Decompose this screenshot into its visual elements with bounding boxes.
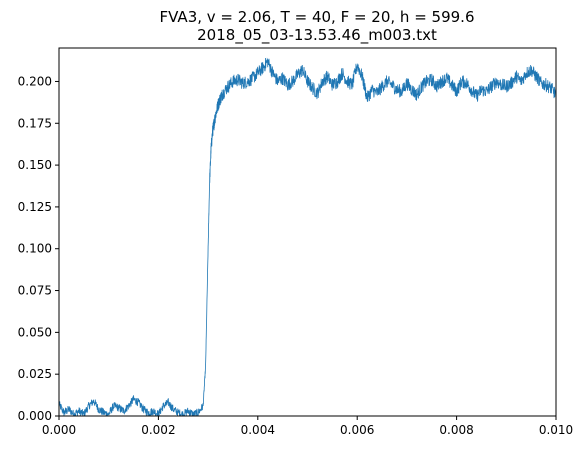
- axes-frame: [58, 47, 557, 417]
- series-line-0: [58, 57, 557, 417]
- y-tick-label-4: 0.100: [18, 242, 52, 256]
- y-tick-label-6: 0.150: [18, 158, 52, 172]
- x-tick-label-1: 0.002: [141, 423, 175, 437]
- y-tick-label-8: 0.200: [18, 74, 52, 88]
- y-tick-label-0: 0.000: [18, 409, 52, 423]
- x-tick-label-3: 0.006: [340, 423, 374, 437]
- y-tick-label-7: 0.175: [18, 116, 52, 130]
- y-tick-label-2: 0.050: [18, 325, 52, 339]
- x-axis: 0.000 0.002 0.004 0.006 0.008 0.010: [42, 416, 573, 437]
- chart-title: FVA3, v = 2.06, T = 40, F = 20, h = 599.…: [160, 8, 475, 26]
- x-tick-label-0: 0.000: [42, 423, 76, 437]
- y-tick-label-5: 0.125: [18, 200, 52, 214]
- y-tick-label-1: 0.025: [18, 367, 52, 381]
- chart-subtitle: 2018_05_03-13.53.46_m003.txt: [197, 26, 437, 45]
- x-tick-label-2: 0.004: [241, 423, 275, 437]
- x-tick-label-5: 0.010: [539, 423, 573, 437]
- y-axis: 0.000 0.025 0.050 0.075 0.100 0.125 0.150 0.175…: [18, 74, 59, 423]
- y-tick-label-3: 0.075: [18, 284, 52, 298]
- plot-area: [58, 57, 557, 417]
- x-tick-label-4: 0.008: [439, 423, 473, 437]
